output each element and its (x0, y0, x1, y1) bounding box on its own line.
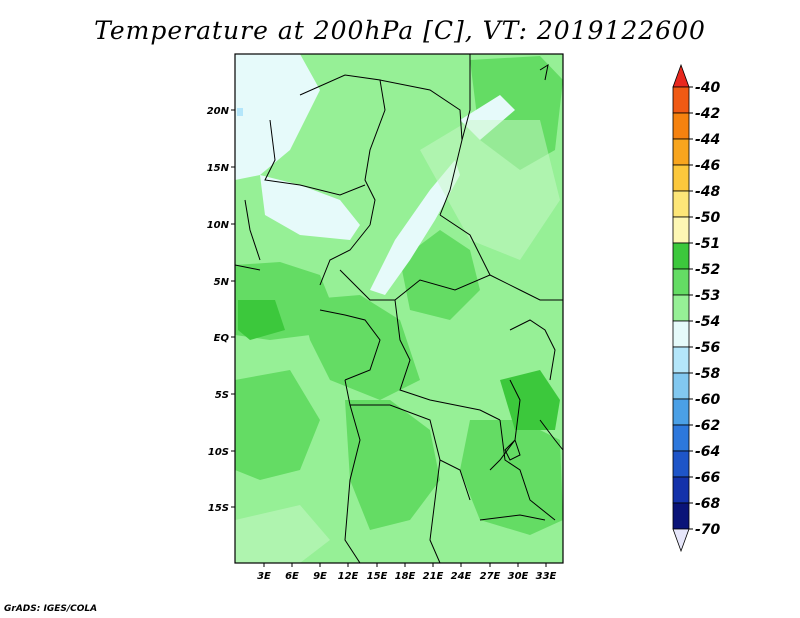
colorbar-swatch (672, 164, 690, 192)
colorbar-label: -50 (695, 210, 721, 226)
lat-label-5n: 5N (214, 277, 230, 288)
lat-label-5s: 5S (215, 390, 229, 401)
lon-label-3e: 3E (257, 571, 271, 582)
colorbar-swatch (672, 502, 690, 530)
colorbar-label: -70 (695, 522, 721, 538)
latitude-axis: 20N 15N 10N 5N EQ 5S 10S 15S (207, 106, 235, 514)
colorbar-swatch (672, 346, 690, 374)
colorbar-label: -52 (695, 262, 720, 278)
colorbar-label: -53 (695, 288, 720, 304)
colorbar-swatch (672, 190, 690, 218)
longitude-axis: 3E 6E 9E 12E 15E 18E 21E 24E 27E 30E 33E (257, 563, 557, 582)
colorbar-swatch (672, 242, 690, 270)
lon-label-6e: 6E (285, 571, 299, 582)
lon-label-15e: 15E (367, 571, 388, 582)
colorbar-swatch (672, 476, 690, 504)
colorbar-label: -46 (695, 158, 721, 174)
lon-label-12e: 12E (338, 571, 359, 582)
colorbar-swatch (672, 112, 690, 140)
lon-label-30e: 30E (508, 571, 529, 582)
lon-label-33e: 33E (536, 571, 557, 582)
lon-label-21e: 21E (423, 571, 444, 582)
colorbar-swatch (672, 320, 690, 348)
colorbar-swatch (672, 216, 690, 244)
colorbar-swatch (672, 138, 690, 166)
colorbar-swatch (672, 294, 690, 322)
colorbar-label: -60 (695, 392, 721, 408)
colorbar-label: -56 (695, 340, 721, 356)
colorbar-label: -54 (695, 314, 720, 330)
temperature-field (235, 54, 563, 563)
lon-label-9e: 9E (313, 571, 327, 582)
colorbar-swatch (672, 372, 690, 400)
colorbar-label: -62 (695, 418, 720, 434)
lat-label-10n: 10N (207, 220, 230, 231)
colorbar-label: -58 (695, 366, 721, 382)
lon-label-24e: 24E (451, 571, 472, 582)
lat-label-15n: 15N (207, 163, 230, 174)
colorbar-label: -51 (695, 236, 720, 252)
colorbar-swatch (672, 398, 690, 426)
map-frame (234, 53, 564, 564)
colorbar: -40 -42 -44 -46 -48 -50 -51 -52 -53 -54 -56 -58 -60 -… (672, 63, 721, 553)
map-title: Temperature at 200hPa [C], VT: 201912260… (94, 16, 706, 45)
colorbar-top-arrow (672, 63, 690, 88)
lat-label-10s: 10S (208, 447, 229, 458)
country-boundaries (235, 54, 563, 563)
colorbar-label: -42 (695, 106, 720, 122)
lon-label-27e: 27E (480, 571, 501, 582)
colorbar-label: -64 (695, 444, 720, 460)
colorbar-bottom-arrow (672, 528, 690, 553)
colorbar-swatch (672, 86, 690, 114)
colorbar-label: -48 (695, 184, 721, 200)
lat-label-20n: 20N (207, 106, 230, 117)
colorbar-swatch (672, 450, 690, 478)
colorbar-label: -68 (695, 496, 721, 512)
lat-label-15s: 15S (208, 503, 229, 514)
colorbar-label: -44 (695, 132, 720, 148)
colorbar-label: -40 (695, 80, 721, 96)
colorbar-swatch (672, 424, 690, 452)
grads-credit: GrADS: IGES/COLA (4, 604, 98, 614)
lon-label-18e: 18E (395, 571, 416, 582)
colorbar-label: -66 (695, 470, 721, 486)
colorbar-swatch (672, 268, 690, 296)
lat-label-eq: EQ (214, 333, 230, 344)
